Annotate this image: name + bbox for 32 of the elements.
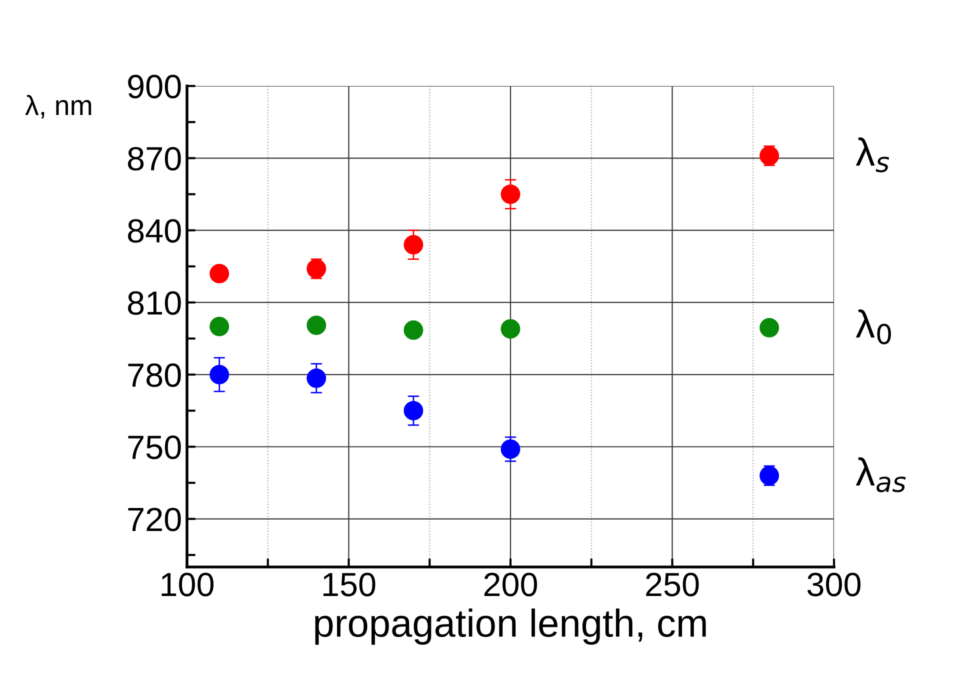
point	[760, 318, 780, 338]
y-tick-label: 780	[128, 363, 181, 388]
point	[306, 316, 326, 336]
point	[404, 400, 424, 420]
series-label: λ$_{0}$	[856, 309, 891, 344]
y-axis-title: λ, nm	[25, 94, 92, 119]
point	[210, 316, 230, 336]
x-tick-label: 100	[162, 572, 214, 596]
point	[500, 184, 520, 204]
series-label: λ$_{s}$	[856, 137, 890, 172]
x-tick-label: 300	[807, 572, 861, 596]
point	[210, 364, 230, 384]
point	[760, 466, 780, 486]
x-axis-title: propagation length, cm	[315, 608, 706, 645]
point	[760, 146, 780, 166]
point	[404, 320, 424, 340]
point	[500, 319, 520, 339]
y-tick-label: 810	[128, 291, 181, 315]
point	[306, 368, 326, 388]
x-tick-label: 250	[646, 572, 699, 596]
y-tick-label: 840	[128, 219, 181, 243]
point	[500, 439, 520, 459]
series-label: λ$_{as}$	[856, 457, 906, 492]
point	[306, 259, 326, 279]
x-tick-label: 200	[484, 572, 538, 596]
point	[404, 235, 424, 254]
y-tick-label: 900	[128, 74, 181, 98]
y-tick-label: 720	[128, 508, 181, 532]
x-tick-label: 150	[323, 572, 376, 596]
y-tick-label: 750	[128, 436, 181, 460]
y-tick-label: 870	[128, 146, 181, 171]
point	[210, 264, 230, 284]
